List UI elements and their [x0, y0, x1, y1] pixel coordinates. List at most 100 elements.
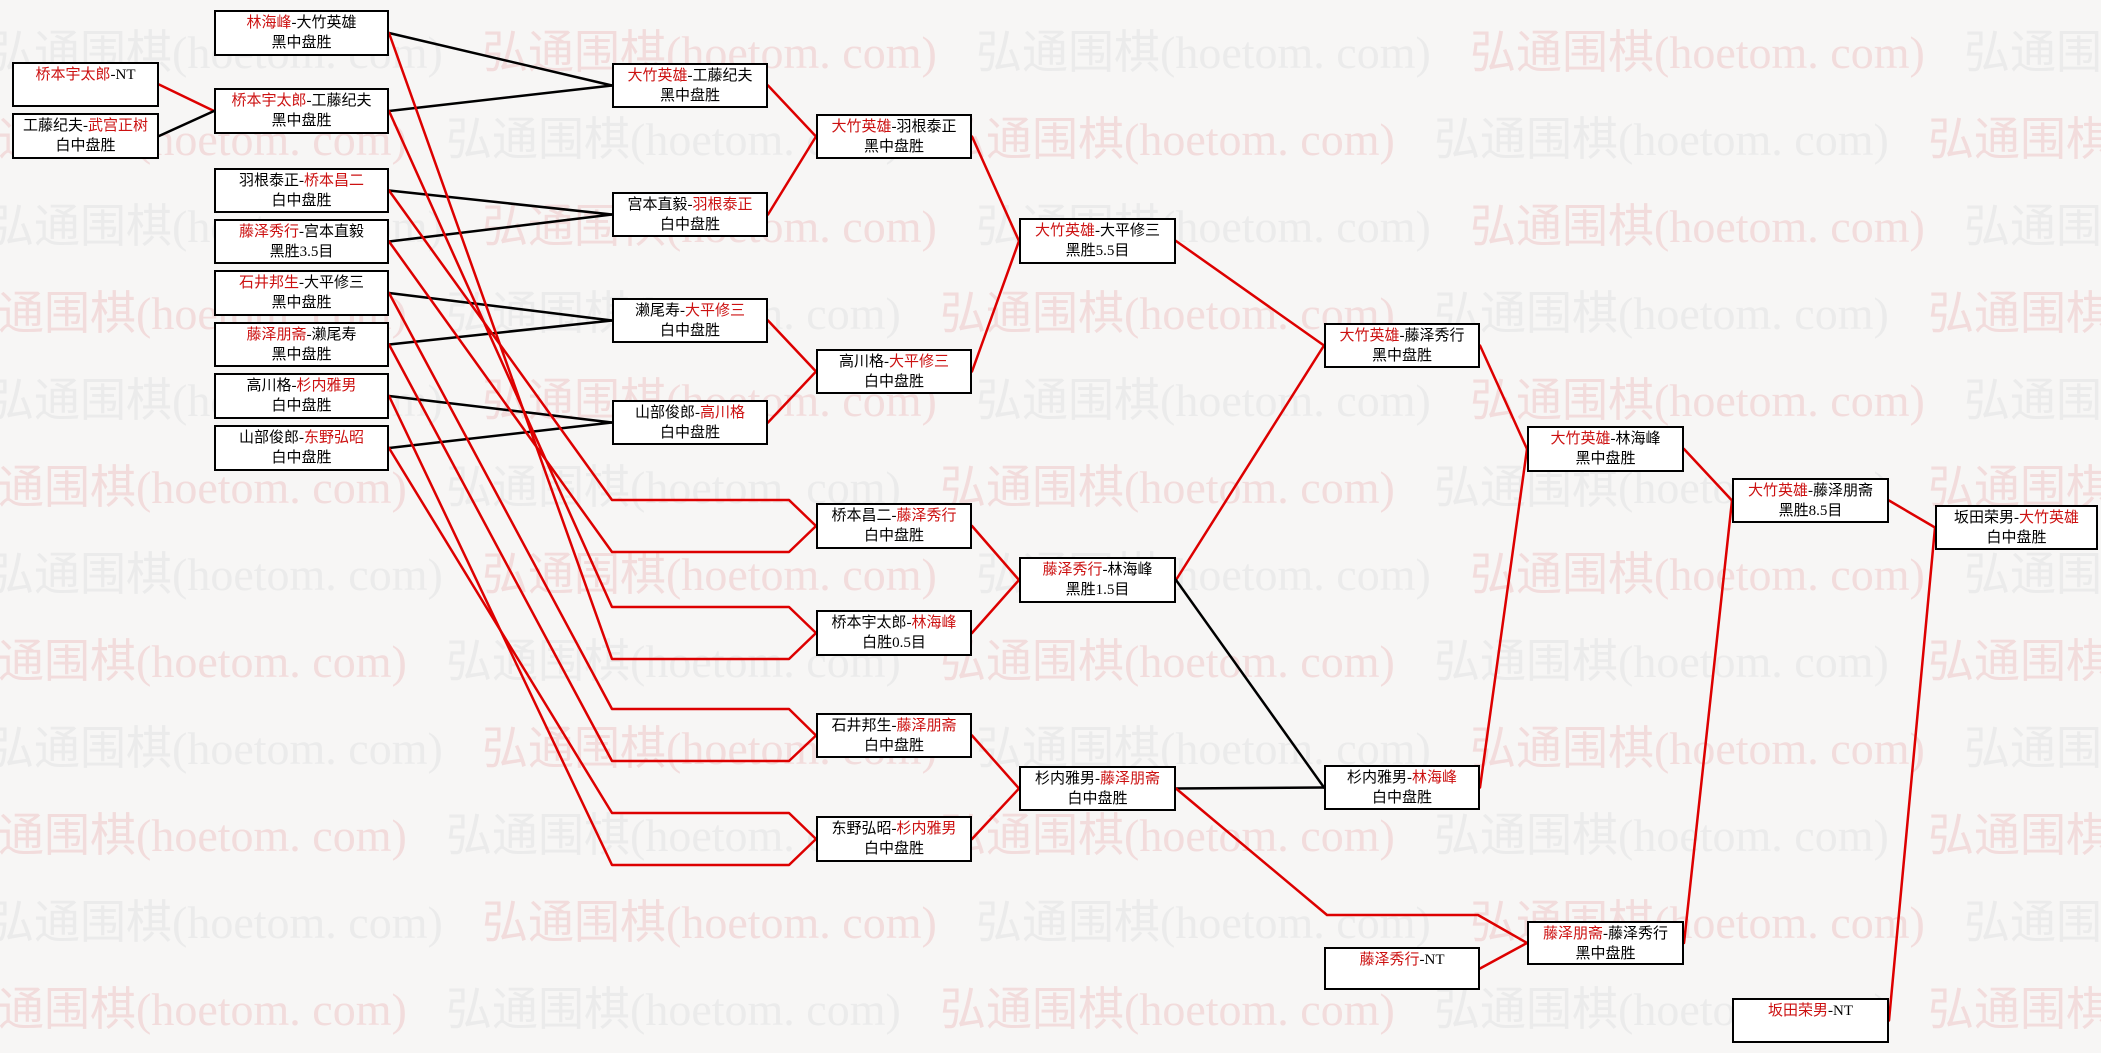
watermark-row: 弘通围棋(hoetom. com) 弘通围棋(hoetom. com) 弘通围棋(h…: [0, 987, 2101, 1033]
match-box-b29: 藤泽秀行-NT: [1324, 947, 1480, 990]
player-name: 坂田荣男: [1953, 510, 2014, 526]
player-separator: -: [1399, 328, 1405, 344]
player-name: 东野弘昭: [831, 821, 892, 837]
player-name: 山部俊郎: [238, 430, 299, 446]
watermark-text: 弘通围棋(hoetom. com): [1434, 810, 1889, 861]
match-result: 黑中盘胜: [271, 113, 332, 129]
match-result: 白中盘胜: [55, 138, 116, 154]
player-name-red: 藤泽秀行: [1042, 562, 1103, 578]
watermark-text: 弘通围棋(hoetom. com): [446, 984, 901, 1035]
player-separator: -: [1828, 1003, 1833, 1019]
connector-b23-b25: [1174, 786, 1326, 790]
player-separator: -: [891, 508, 897, 524]
watermark-text: 弘通围棋(hoetom. com): [940, 462, 1395, 513]
player-name: 杉内雅男: [1346, 770, 1407, 786]
connector-b17-b24: [1174, 239, 1326, 347]
match-box-b8: 藤泽朋斋-濑尾寿 黑中盘胜: [214, 322, 389, 367]
match-result: 黑中盘胜: [271, 295, 332, 311]
player-name-red: 藤泽朋斋: [1100, 771, 1161, 787]
watermark-text: 弘通围棋(hoetom. com): [1928, 636, 2101, 687]
match-box-b22: 藤泽秀行-林海峰黑胜1.5目: [1019, 557, 1176, 603]
match-box-b18: 桥本昌二-藤泽秀行 白中盘胜: [816, 503, 972, 549]
match-result: 白中盘胜: [1067, 791, 1128, 807]
player-separator: -: [1610, 431, 1616, 447]
connector-b6-b12: [387, 213, 614, 243]
match-players: 大竹英雄-羽根泰正: [818, 117, 970, 137]
match-players: 林海峰-大竹英雄: [216, 13, 387, 33]
player-name-red: 大平修三: [685, 303, 746, 319]
player-name: 濑尾寿: [634, 303, 680, 319]
player-name-red: 藤泽秀行: [238, 224, 299, 240]
player-name-red: 杉内雅男: [896, 821, 957, 837]
match-box-b12: 宫本直毅-羽根泰正 白中盘胜: [612, 192, 768, 237]
match-players: 大竹英雄-大平修三: [1021, 221, 1174, 241]
match-box-b2: 桥本宇太郎-NT: [12, 62, 159, 107]
player-name: 山部俊郎: [634, 405, 695, 421]
player-name: NT: [115, 67, 136, 83]
match-result: 黑胜8.5目: [1778, 503, 1843, 519]
watermark-text: 弘通围棋(hoetom. com): [1470, 375, 1925, 426]
player-name-red: 林海峰: [1412, 770, 1458, 786]
connector-b3-b4: [157, 109, 216, 138]
player-separator: -: [687, 197, 693, 213]
match-result: 白中盘胜: [863, 528, 924, 544]
watermark-text: 弘通围棋(hoetom. com): [940, 810, 1395, 861]
connector-b21-b23: [970, 787, 1021, 841]
watermark-row: 弘通围棋(hoetom. com) 弘通围棋(hoetom. com) 弘通围棋(h…: [0, 465, 2101, 511]
match-result: 白中盘胜: [659, 425, 720, 441]
connector-b19-b22: [970, 578, 1021, 635]
player-separator: -: [299, 430, 304, 446]
player-separator: -: [680, 303, 685, 319]
player-name-red: 林海峰: [911, 615, 957, 631]
watermark-text: 弘通围棋(hoetom. com): [976, 27, 1431, 78]
match-box-b19: 桥本宇太郎-林海峰 白胜0.5目: [816, 610, 972, 656]
match-players: 大竹英雄-林海峰: [1529, 429, 1682, 449]
player-name: 林海峰: [1615, 431, 1661, 447]
match-box-b9: 高川格-杉内雅男 白中盘胜: [214, 373, 389, 419]
match-players: 大竹英雄-藤泽秀行: [1326, 326, 1478, 346]
player-name-red: 大竹英雄: [2019, 510, 2080, 526]
player-name-red: 林海峰: [246, 15, 292, 31]
player-separator: -: [110, 67, 116, 83]
match-players: 坂田荣男-NT: [1734, 1001, 1887, 1021]
player-separator: -: [299, 173, 304, 189]
match-box-b31: 坂田荣男-NT: [1732, 998, 1889, 1043]
match-players: 桥本宇太郎-NT: [14, 65, 157, 85]
connector-b26-b27: [1682, 447, 1734, 502]
match-players: 石井邦生-藤泽朋斋: [818, 716, 970, 736]
watermark-text: 弘通围棋(hoetom. com): [1434, 288, 1889, 339]
match-box-b26: 大竹英雄-林海峰 黑中盘胜: [1527, 426, 1684, 472]
connector-b9-b21: [387, 394, 818, 867]
match-result: 黑中盘胜: [271, 347, 332, 363]
player-name: 林海峰: [1107, 562, 1153, 578]
player-name: 宫本直毅: [627, 197, 688, 213]
connector-b18-b22: [970, 524, 1021, 582]
match-players: 大竹英雄-藤泽朋斋: [1734, 481, 1887, 501]
connector-b27-b28: [1887, 499, 1937, 529]
watermark-text: 弘通围棋(hoetom. com): [0, 462, 407, 513]
watermark-text: 弘通围棋(hoetom. com): [1470, 201, 1925, 252]
player-separator: -: [299, 275, 304, 291]
player-separator: -: [306, 327, 312, 343]
watermark-text: 弘通围棋(hoetom. com): [1928, 984, 2101, 1035]
match-box-b16: 高川格-大平修三 白中盘胜: [816, 349, 972, 394]
watermark-text: 弘通围棋(hoetom. com): [482, 549, 937, 600]
match-players: 藤泽秀行-林海峰: [1021, 560, 1174, 580]
match-players: 工藤纪夫-武宫正树: [14, 116, 157, 136]
connector-b22-b24: [1174, 344, 1326, 582]
match-result: 黑胜5.5目: [1065, 243, 1130, 259]
match-players: 大竹英雄-工藤纪夫: [614, 66, 766, 86]
match-result: 黑中盘胜: [1371, 348, 1432, 364]
player-separator: -: [2014, 510, 2019, 526]
player-separator: -: [695, 405, 700, 421]
match-result: 白中盘胜: [271, 193, 332, 209]
match-players: 桥本宇太郎-林海峰: [818, 613, 970, 633]
match-result: 白中盘胜: [863, 738, 924, 754]
connector-b20-b23: [970, 734, 1021, 790]
match-result: 黑胜1.5目: [1065, 582, 1130, 598]
player-separator: -: [291, 15, 297, 31]
watermark-text: 弘通围棋(hoetom. com): [0, 984, 407, 1035]
player-name: 藤泽秀行: [1608, 926, 1669, 942]
